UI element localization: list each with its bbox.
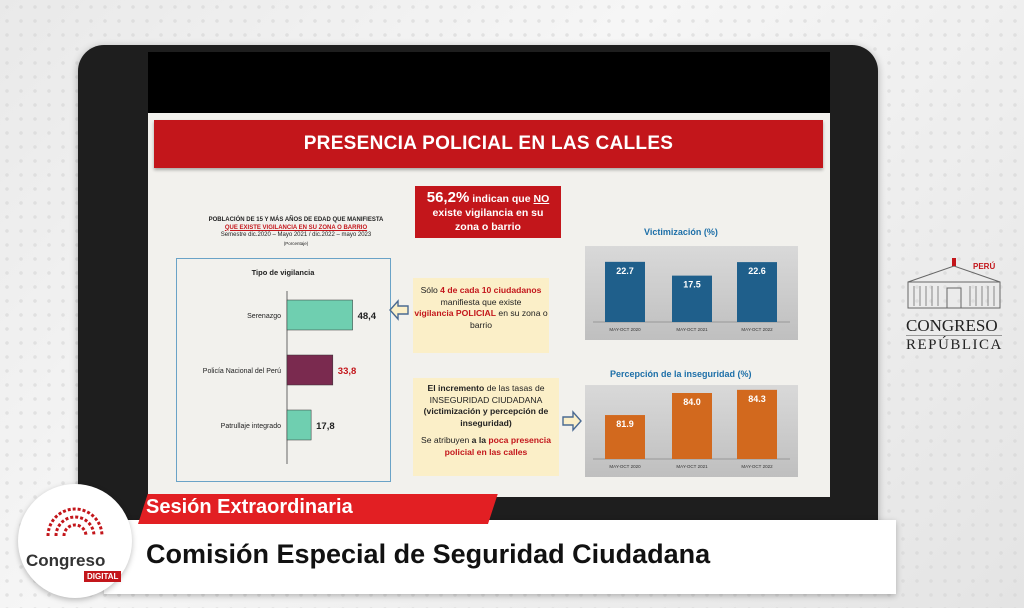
perception-tick-label: MAY-OCT 2021 xyxy=(676,464,708,469)
perception-panel: 81.9 MAY-OCT 2020 84.0 MAY-OCT 2021 84.3 MAY-… xyxy=(585,385,798,477)
vigilance-category-label: Policía Nacional del Perú xyxy=(203,368,281,375)
congreso-building-icon xyxy=(907,258,1001,309)
perception-value-label: 84.3 xyxy=(748,394,766,404)
victimization-bar xyxy=(737,262,777,322)
victimization-bar xyxy=(672,275,712,322)
highlight-percent: 56,2% xyxy=(426,188,470,206)
left-arrow-icon xyxy=(389,299,409,321)
victimization-tick-label: MAY-OCT 2020 xyxy=(609,327,641,332)
vigilance-chart: Tipo de vigilancia Serenazgo 48,4 Policía N… xyxy=(176,258,391,482)
note2-t1: de las tasas de INSEGURIDAD CIUDADANA xyxy=(429,383,545,405)
perception-value-label: 84.0 xyxy=(683,397,701,407)
victimization-value-label: 22.7 xyxy=(616,266,634,276)
perception-bar xyxy=(737,389,777,459)
perception-bar xyxy=(605,415,645,459)
perception-title: Percepción de la inseguridad (%) xyxy=(610,369,752,379)
congreso-divider xyxy=(906,335,1002,336)
highlight-text1: indican que xyxy=(472,192,531,205)
victimization-panel: 22.7 MAY-OCT 2020 17.5 MAY-OCT 2021 22.6 MAY-… xyxy=(585,246,798,340)
victimization-tick-label: MAY-OCT 2021 xyxy=(676,327,708,332)
note1-highlight: 4 de cada 10 ciudadanos xyxy=(440,285,542,295)
vigilance-chart-svg: Tipo de vigilancia Serenazgo 48,4 Policía N… xyxy=(203,268,377,464)
highlight-text2: existe vigilancia en su zona o barrio xyxy=(432,206,544,233)
vigilance-value-label: 48,4 xyxy=(358,311,377,322)
right-arrow-icon xyxy=(562,410,582,432)
note1-red: vigilancia POLICIAL xyxy=(414,308,497,318)
note2-red: poca presencia policial en las calles xyxy=(444,435,551,457)
note2-t2: Se atribuyen xyxy=(421,435,470,445)
vigilance-value-label: 33,8 xyxy=(338,366,357,377)
note-police-vigilance: Sólo 4 de cada 10 ciudadanos manifiesta … xyxy=(413,278,549,353)
note1-mid: manifiesta que existe xyxy=(440,296,522,307)
survey-title-line2: QUE EXISTE VIGILANCIA EN SU ZONA O BARRI… xyxy=(224,224,368,231)
victimization-title: Victimización (%) xyxy=(644,227,718,237)
survey-title-line1: POBLACIÓN DE 15 Y MÁS AÑOS DE EDAD QUE M… xyxy=(208,217,384,223)
survey-title-line3: Semestre dic.2020 – Mayo 2021 / dic.2022… xyxy=(220,232,372,238)
congreso-name-line2: REPÚBLICA xyxy=(906,337,1003,353)
victimization-bar xyxy=(605,261,645,322)
vigilance-bar xyxy=(286,354,334,386)
perception-tick-label: MAY-OCT 2020 xyxy=(609,464,641,469)
note-insecurity: El incremento de las tasas de INSEGURIDA… xyxy=(413,378,559,476)
congreso-building-logo xyxy=(900,258,1010,358)
survey-title-line4: (Porcentaje) xyxy=(283,240,309,246)
session-label: Sesión Extraordinaria xyxy=(146,496,353,518)
signal-arcs-icon xyxy=(46,507,104,537)
logo-word: Congreso xyxy=(26,551,106,570)
logo-tag: DIGITAL xyxy=(84,571,122,582)
note2-b1: El incremento xyxy=(427,383,485,393)
commission-label: Comisión Especial de Seguridad Ciudadana xyxy=(146,539,711,569)
vigilance-bar xyxy=(286,299,353,331)
victimization-chart-svg: 22.7 MAY-OCT 2020 17.5 MAY-OCT 2021 22.6 MAY-… xyxy=(593,261,790,332)
highlight-no: NO xyxy=(533,192,550,205)
perception-chart-svg: 81.9 MAY-OCT 2020 84.0 MAY-OCT 2021 84.3 MAY-… xyxy=(593,389,790,469)
slide-title-bar: PRESENCIA POLICIAL EN LAS CALLES xyxy=(154,120,823,168)
lower-third-panel xyxy=(104,520,896,594)
victimization-value-label: 22.6 xyxy=(748,266,766,276)
vigilance-category-label: Serenazgo xyxy=(247,313,281,320)
congreso-name-line1: CONGRESO xyxy=(906,316,998,335)
note1-pre: Sólo xyxy=(420,285,438,295)
vigilance-bar xyxy=(286,409,312,441)
survey-title: POBLACIÓN DE 15 Y MÁS AÑOS DE EDAD QUE M… xyxy=(172,217,420,247)
victimization-value-label: 17.5 xyxy=(683,280,701,290)
vigilance-value-label: 17,8 xyxy=(316,421,335,432)
congreso-country: PERÚ xyxy=(973,262,996,271)
presentation-slide: PRESENCIA POLICIAL EN LAS CALLES POBLACI… xyxy=(148,113,830,497)
vigilance-category-label: Patrullaje integrado xyxy=(221,423,281,430)
note1-post: en su zona o barrio xyxy=(470,308,548,330)
perception-value-label: 81.9 xyxy=(616,419,634,429)
note2-b2: (victimización y percepción de insegurid… xyxy=(423,406,549,428)
victimization-tick-label: MAY-OCT 2022 xyxy=(741,327,773,332)
note2-b3: a la xyxy=(471,435,487,445)
highlight-box: 56,2% indican que NO existe vigilancia e… xyxy=(415,186,561,238)
perception-tick-label: MAY-OCT 2022 xyxy=(741,464,773,469)
vigilance-chart-title: Tipo de vigilancia xyxy=(252,268,316,277)
slide-title: PRESENCIA POLICIAL EN LAS CALLES xyxy=(303,133,674,154)
perception-bar xyxy=(672,393,712,459)
